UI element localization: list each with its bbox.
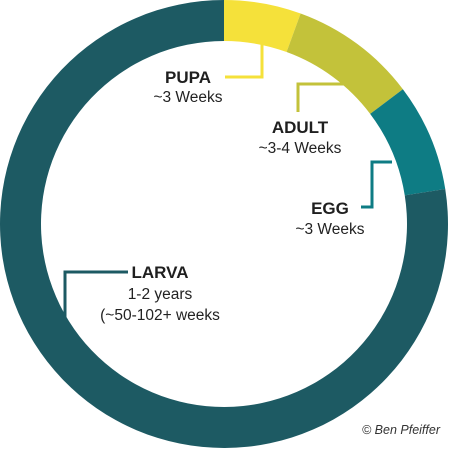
stage-duration-pupa-0: ~3 Weeks (153, 89, 222, 106)
connector-egg (361, 160, 392, 209)
stage-duration-adult-0: ~3-4 Weeks (259, 140, 342, 157)
stage-labels: PUPA ~3 Weeks ADULT ~3-4 Weeks EGG ~3 Weeks LA… (100, 68, 365, 324)
stage-duration-larva-0: 1-2 years (128, 286, 193, 303)
credit-text: © Ben Pfeiffer (362, 423, 441, 437)
connector-pupa (225, 6, 264, 79)
label-adult: ADULT ~3-4 Weeks (259, 118, 342, 157)
stage-name-larva: LARVA (132, 263, 189, 282)
slice-adult (286, 13, 403, 114)
connector-adult (296, 82, 345, 112)
stage-duration-larva-1: (~50-102+ weeks (100, 307, 220, 324)
connector-larva (63, 270, 128, 325)
stage-name-egg: EGG (311, 199, 349, 218)
stage-name-adult: ADULT (272, 118, 329, 137)
stage-name-pupa: PUPA (165, 68, 211, 87)
slice-egg (370, 89, 446, 196)
label-egg: EGG ~3 Weeks (295, 199, 364, 238)
label-connectors (63, 6, 392, 325)
label-larva: LARVA 1-2 years (~50-102+ weeks (100, 263, 220, 324)
label-pupa: PUPA ~3 Weeks (153, 68, 222, 106)
stage-duration-egg-0: ~3 Weeks (295, 221, 364, 238)
